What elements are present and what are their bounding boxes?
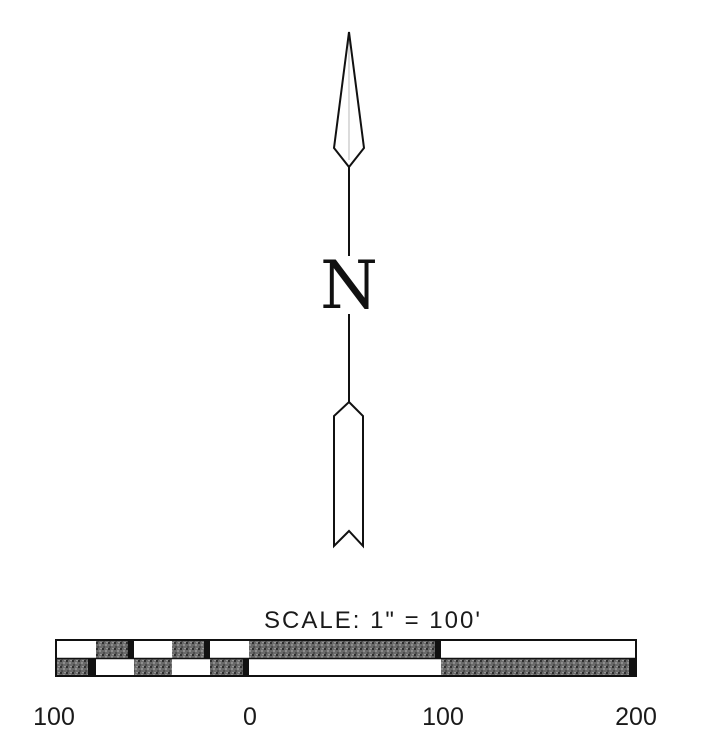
scale-bar	[55, 639, 637, 677]
scale-marker	[243, 659, 249, 675]
north-letter: N	[320, 247, 378, 324]
scale-block-top	[96, 641, 134, 658]
scale-tick-labels: 100 0 100 200	[33, 703, 657, 731]
north-arrow: N	[320, 31, 378, 549]
scale-marker	[204, 641, 210, 658]
scale-block-bottom	[57, 659, 96, 675]
scale-title: SCALE: 1" = 100'	[264, 607, 482, 634]
scale-tick-label: 100	[422, 703, 464, 731]
scale-block-top	[172, 641, 210, 658]
scale-marker	[88, 659, 96, 675]
scale-block-bottom	[441, 659, 635, 675]
scale-tick-label: 100	[33, 703, 75, 731]
scale-marker	[128, 641, 134, 658]
north-arrow-tail-icon	[333, 400, 364, 549]
scale-block-top	[249, 641, 441, 658]
scale-tick-label: 0	[243, 703, 257, 731]
scale-marker	[435, 641, 441, 658]
scale-tick-label: 200	[615, 703, 657, 731]
scale-block-bottom	[210, 659, 249, 675]
scale-marker	[629, 659, 635, 675]
scale-block-bottom	[134, 659, 172, 675]
